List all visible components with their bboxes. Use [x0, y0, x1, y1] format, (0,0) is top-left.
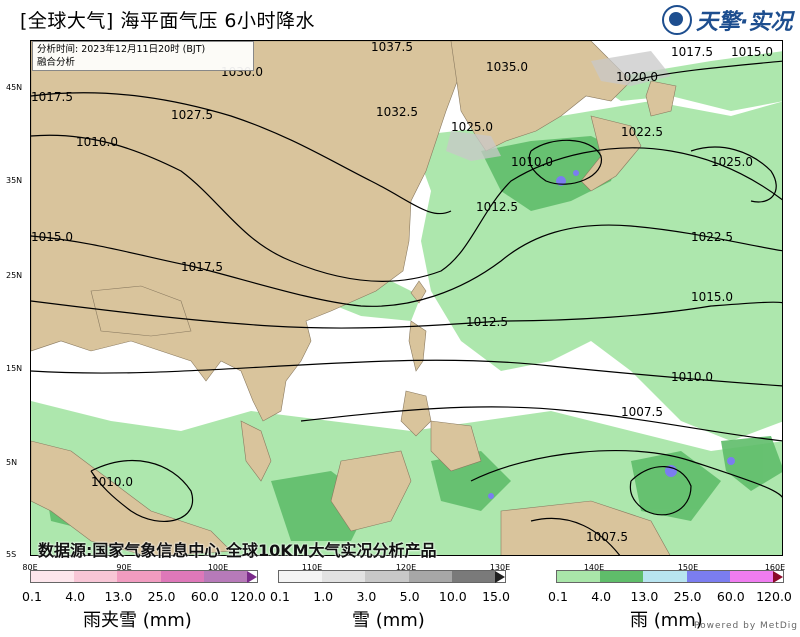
rain-colorbar-segment	[600, 571, 644, 582]
isobar-label: 1010.0	[91, 475, 133, 489]
isobar-label: 1017.5	[671, 45, 713, 59]
rain-tick-label: 13.0	[630, 589, 659, 604]
isobar-label: 1022.5	[691, 230, 733, 244]
snow-tick-label: 5.0	[399, 589, 420, 604]
isobar-label: 1022.5	[621, 125, 663, 139]
isobar-label: 1037.5	[371, 41, 413, 54]
isobar-label: 1015.0	[731, 45, 773, 59]
lat-label: 35N	[6, 176, 23, 185]
sleet-tick-label: 120.0	[230, 589, 266, 604]
lon-label: 90E	[116, 563, 132, 572]
snow-colorbar-segment	[408, 571, 452, 582]
sleet-tick-label: 0.1	[22, 589, 42, 604]
sleet-tick-label: 4.0	[65, 589, 86, 604]
isobar-label: 1010.0	[511, 155, 553, 169]
lat-label: 5N	[6, 458, 18, 467]
globe-logo-icon	[662, 5, 692, 35]
lon-label: 160E	[764, 563, 786, 572]
sleet-colorbar-arrow	[246, 571, 257, 583]
snow-colorbar-arrow	[494, 571, 505, 583]
snow-colorbar	[278, 570, 506, 583]
lat-label: 25N	[6, 271, 23, 280]
snow-colorbar-segment	[451, 571, 495, 582]
snow-legend-title: 雪 (mm)	[352, 610, 425, 631]
sleet-colorbar-segment	[31, 571, 75, 582]
lat-label: 15N	[6, 364, 23, 373]
rain-tick-label: 60.0	[716, 589, 745, 604]
lon-label: 120E	[395, 563, 417, 572]
isobar-label: 1027.5	[171, 108, 213, 122]
sleet-tick-label: 13.0	[104, 589, 133, 604]
lat-label: 5S	[6, 550, 17, 559]
map-panel[interactable]: 1017.5 1027.5 1030.0 1037.5 1035.0 1032.…	[30, 40, 783, 556]
isobar-lines	[31, 60, 782, 555]
snow-tick-label: 15.0	[482, 589, 510, 604]
snow-colorbar-segment	[279, 571, 323, 582]
isobar-labels: 1017.5 1027.5 1030.0 1037.5 1035.0 1032.…	[31, 41, 773, 544]
isobar-label: 1035.0	[486, 60, 528, 74]
isobar-label: 1012.5	[476, 200, 518, 214]
rain-colorbar-segment	[557, 571, 601, 582]
isobar-label: 1007.5	[621, 405, 663, 419]
map-title: [全球大气] 海平面气压 6小时降水	[20, 10, 315, 32]
isobar-label: 1020.0	[616, 70, 658, 84]
analysis-info-box: 分析时间: 2023年12月11日20时 (BJT) 融合分析	[32, 41, 254, 71]
isobar-label: 1007.5	[586, 530, 628, 544]
lon-label: 110E	[301, 563, 323, 572]
analysis-type: 融合分析	[37, 57, 76, 68]
isobar-label: 1015.0	[691, 290, 733, 304]
isobar-label: 1010.0	[671, 370, 713, 384]
lon-label: 100E	[207, 563, 229, 572]
isobar-label: 1025.0	[711, 155, 753, 169]
analysis-time: 分析时间: 2023年12月11日20时 (BJT)	[37, 44, 206, 55]
rain-colorbar-segment	[729, 571, 773, 582]
isobar-label: 1012.5	[466, 315, 508, 329]
rain-colorbar	[556, 570, 784, 583]
data-source-label: 数据源:国家气象信息中心 全球10KM大气实况分析产品	[38, 541, 437, 560]
lon-label: 130E	[489, 563, 511, 572]
snow-tick-label: 1.0	[313, 589, 334, 604]
rain-tick-label: 4.0	[591, 589, 612, 604]
lon-label: 140E	[583, 563, 605, 572]
rain-colorbar-segment	[686, 571, 730, 582]
land	[31, 41, 677, 555]
sleet-colorbar	[30, 570, 258, 583]
rain-legend-title: 雨 (mm)	[630, 610, 703, 631]
sleet-tick-label: 25.0	[147, 589, 176, 604]
snow-tick-label: 3.0	[356, 589, 377, 604]
isobar-label: 1017.5	[31, 90, 73, 104]
sleet-tick-label: 60.0	[190, 589, 219, 604]
rain-tick-label: 0.1	[548, 589, 568, 604]
isobar-label: 1025.0	[451, 120, 493, 134]
rain-colorbar-arrow	[772, 571, 783, 583]
sleet-colorbar-segment	[160, 571, 204, 582]
sleet-legend-title: 雨夹雪 (mm)	[83, 610, 192, 631]
snow-tick-label: 0.1	[270, 589, 290, 604]
snow-colorbar-segment	[322, 571, 366, 582]
brand-logo-text: 天擎·实况	[696, 10, 793, 35]
lon-label: 150E	[677, 563, 699, 572]
rain-tick-label: 120.0	[756, 589, 792, 604]
isobar-label: 1015.0	[31, 230, 73, 244]
map-canvas: 1017.5 1027.5 1030.0 1037.5 1035.0 1032.…	[31, 41, 782, 555]
isobar-label: 1032.5	[376, 105, 418, 119]
lon-label: 80E	[22, 563, 38, 572]
powered-by: Powered by MetDig	[694, 621, 798, 631]
rain-colorbar-segment	[643, 571, 687, 582]
rain-tick-label: 25.0	[673, 589, 702, 604]
snow-colorbar-segment	[365, 571, 409, 582]
isobar-label: 1010.0	[76, 135, 118, 149]
brand-logo: 天擎·实况	[662, 4, 792, 36]
lat-label: 45N	[6, 83, 23, 92]
sleet-colorbar-segment	[117, 571, 161, 582]
sleet-colorbar-segment	[203, 571, 247, 582]
snow-tick-label: 10.0	[438, 589, 467, 604]
isobar-label: 1017.5	[181, 260, 223, 274]
sleet-colorbar-segment	[74, 571, 118, 582]
